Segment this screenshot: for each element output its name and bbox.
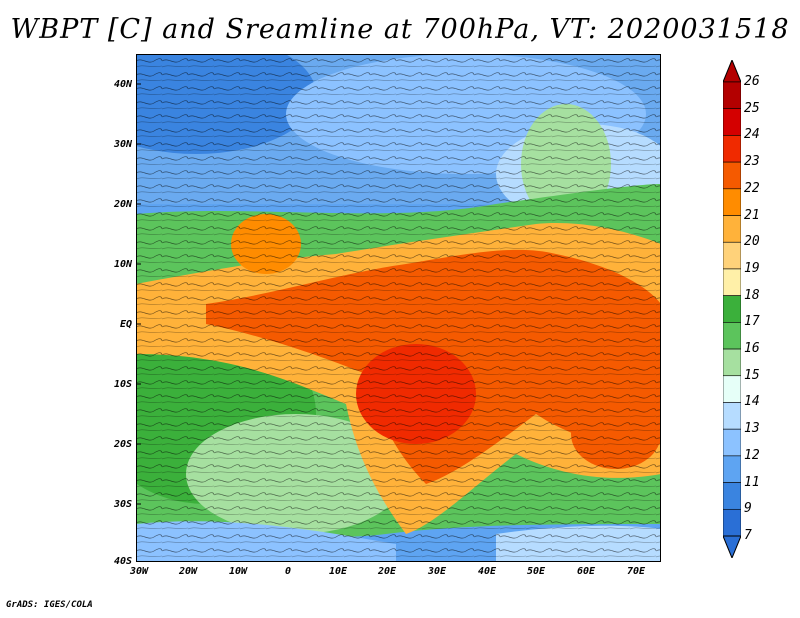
- colorbar-swatch: [723, 81, 741, 110]
- colorbar-label: 20: [744, 234, 760, 250]
- colorbar-label: 22: [744, 180, 760, 196]
- colorbar-bottom-arrow: [723, 535, 741, 558]
- colorbar-label: 16: [744, 341, 760, 357]
- colorbar-swatch: [723, 508, 741, 537]
- colorbar-label: 21: [744, 207, 760, 223]
- colorbar-label: 15: [744, 367, 760, 383]
- colorbar-swatch: [723, 402, 741, 430]
- lon-label-30w: 30W: [129, 566, 149, 577]
- colorbar-swatch: [723, 348, 741, 377]
- colorbar-swatch: [723, 215, 741, 243]
- lon-label-10e: 10E: [328, 566, 348, 577]
- colorbar-label: 17: [744, 314, 760, 330]
- colorbar-swatch: [723, 268, 741, 296]
- colorbar-label: 24: [744, 127, 760, 143]
- colorbar-swatch: [723, 241, 741, 270]
- colorbar-label: 14: [744, 394, 760, 410]
- colorbar-swatch: [723, 428, 741, 457]
- colorbar-swatch: [723, 295, 741, 323]
- lat-label-10n: 10N: [113, 259, 132, 270]
- map-plot: [136, 54, 661, 562]
- lat-label-20n: 20N: [113, 199, 132, 210]
- colorbar-label: 13: [744, 421, 760, 437]
- lat-label-10s: 10S: [113, 379, 132, 390]
- lat-label-40s: 40S: [113, 556, 132, 567]
- colorbar-swatch: [723, 322, 741, 350]
- colorbar-label: 9: [744, 501, 752, 517]
- lon-label-10w: 10W: [228, 566, 248, 577]
- colorbar-swatch: [723, 482, 741, 510]
- lon-label-60e: 60E: [576, 566, 596, 577]
- lon-label-0: 0: [284, 566, 292, 577]
- chart-title: WBPT [C] and Sreamline at 700hPa, VT: 20…: [10, 14, 790, 45]
- colorbar-label: 11: [744, 474, 760, 490]
- lat-label-30n: 30N: [113, 139, 132, 150]
- colorbar-swatch: [723, 375, 741, 403]
- colorbar-label: 18: [744, 287, 760, 303]
- lon-label-30e: 30E: [427, 566, 447, 577]
- colorbar-label: 26: [744, 74, 760, 89]
- colorbar-label: 12: [744, 447, 760, 463]
- colorbar-label: 19: [744, 260, 760, 276]
- footer-credit: GrADS: IGES/COLA: [6, 600, 93, 610]
- colorbar-swatch: [723, 135, 741, 163]
- lat-label-30s: 30S: [113, 499, 132, 510]
- colorbar-swatch: [723, 161, 741, 190]
- lon-label-20e: 20E: [377, 566, 397, 577]
- lon-label-70e: 70E: [626, 566, 646, 577]
- colorbar-swatch: [723, 188, 741, 216]
- colorbar: [723, 60, 741, 558]
- lon-label-40e: 40E: [477, 566, 497, 577]
- lon-label-50e: 50E: [526, 566, 546, 577]
- lat-label-eq: EQ: [119, 319, 132, 330]
- colorbar-top-arrow: [723, 60, 741, 83]
- colorbar-label: 7: [744, 528, 752, 543]
- lat-label-20s: 20S: [113, 439, 132, 450]
- colorbar-label: 23: [744, 154, 760, 170]
- lon-label-20w: 20W: [178, 566, 198, 577]
- colorbar-label: 25: [744, 100, 760, 116]
- colorbar-swatch: [723, 108, 741, 136]
- lat-label-40n: 40N: [113, 79, 132, 90]
- colorbar-swatch: [723, 455, 741, 483]
